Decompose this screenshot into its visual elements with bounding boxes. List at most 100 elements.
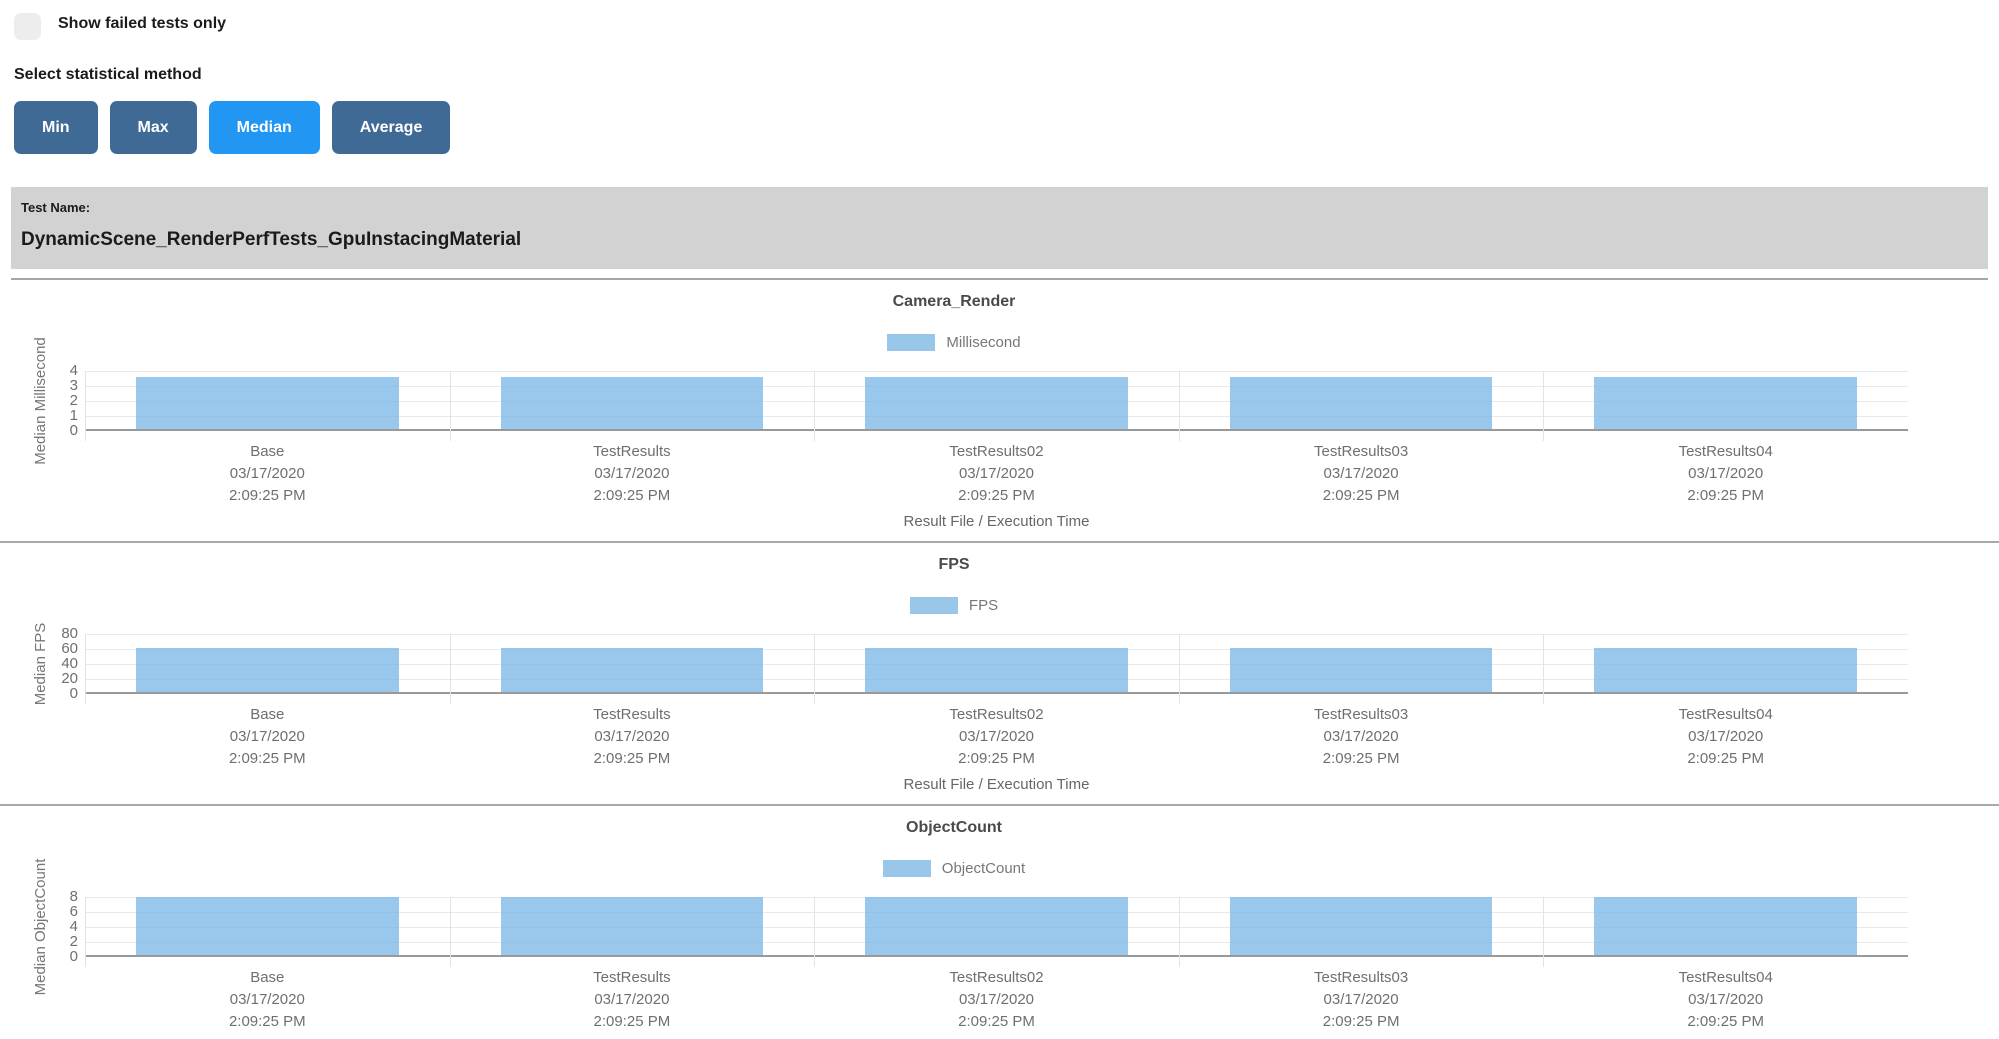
x-tick-line: TestResults bbox=[593, 706, 671, 723]
y-tick-label: 20 bbox=[61, 670, 78, 687]
legend-swatch-icon bbox=[909, 596, 958, 614]
chart-legend: Millisecond bbox=[0, 333, 1908, 351]
h-gridline bbox=[85, 634, 1908, 635]
y-tick-label: 40 bbox=[61, 655, 78, 672]
x-tick-line: 03/17/2020 bbox=[594, 728, 670, 745]
median-button[interactable]: Median bbox=[208, 101, 320, 154]
x-tick-line: 03/17/2020 bbox=[1688, 728, 1764, 745]
test-name-bar: Test Name: DynamicScene_RenderPerfTests_… bbox=[11, 187, 1988, 269]
x-tick-label: TestResults 03/17/2020 2:09:25 PM bbox=[593, 704, 671, 770]
bar-testresults04[interactable] bbox=[1594, 897, 1857, 955]
legend-label: Millisecond bbox=[946, 333, 1021, 351]
x-tick-line: TestResults bbox=[593, 443, 671, 460]
x-tick-line: 03/17/2020 bbox=[229, 728, 305, 745]
v-gridline bbox=[449, 371, 451, 441]
x-tick-line: 03/17/2020 bbox=[958, 465, 1035, 482]
x-tick-line: Base bbox=[250, 706, 285, 723]
x-tick-line: 2:09:25 PM bbox=[958, 1013, 1035, 1030]
y-tick-label: 80 bbox=[61, 625, 78, 642]
x-tick-line: 03/17/2020 bbox=[229, 991, 305, 1008]
min-button[interactable]: Min bbox=[14, 101, 98, 154]
bar-testresults[interactable] bbox=[500, 647, 764, 692]
x-tick-label: TestResults04 03/17/2020 2:09:25 PM bbox=[1679, 704, 1773, 770]
bar-testresults03[interactable] bbox=[1229, 647, 1493, 692]
x-tick-line: 03/17/2020 bbox=[1323, 728, 1399, 745]
y-tick-label: 1 bbox=[69, 407, 78, 424]
bar-testresults04[interactable] bbox=[1594, 647, 1857, 692]
v-gridline bbox=[1543, 371, 1545, 441]
bar-testresults03[interactable] bbox=[1229, 897, 1493, 955]
x-tick-label: Base 03/17/2020 2:09:25 PM bbox=[229, 967, 306, 1033]
x-tick-label: TestResults03 03/17/2020 2:09:25 PM bbox=[1314, 704, 1408, 770]
max-button[interactable]: Max bbox=[109, 101, 197, 154]
x-axis-caption: Result File / Execution Time bbox=[903, 513, 1090, 530]
x-axis-caption: Result File / Execution Time bbox=[903, 776, 1090, 793]
bar-testresults[interactable] bbox=[500, 376, 764, 429]
plot-area bbox=[85, 634, 1908, 704]
bar-base[interactable] bbox=[136, 376, 399, 429]
bar-base[interactable] bbox=[136, 647, 399, 692]
test-name-value: DynamicScene_RenderPerfTests_GpuInstacin… bbox=[21, 229, 522, 250]
x-tick-line: 03/17/2020 bbox=[958, 991, 1035, 1008]
chart-section-objectcount: ObjectCount ObjectCount Median ObjectCount… bbox=[0, 806, 1999, 1039]
x-tick-line: TestResults bbox=[593, 969, 671, 986]
x-tick-line: TestResults04 bbox=[1678, 969, 1773, 986]
stat-method-label: Select statistical method bbox=[14, 66, 202, 83]
v-gridline bbox=[1543, 897, 1545, 967]
show-failed-label: Show failed tests only bbox=[58, 15, 227, 32]
v-gridline bbox=[85, 371, 86, 441]
plot-wrap: Median ObjectCount 0 2 4 6 8 Base 03/17/2020 2:0… bbox=[0, 859, 1999, 1039]
x-tick-line: 2:09:25 PM bbox=[593, 1013, 671, 1030]
x-tick-label: Base 03/17/2020 2:09:25 PM bbox=[229, 704, 306, 770]
x-tick-line: 03/17/2020 bbox=[229, 465, 305, 482]
v-gridline bbox=[1178, 634, 1180, 704]
chart-legend: ObjectCount bbox=[0, 859, 1908, 877]
x-tick-line: 2:09:25 PM bbox=[1687, 487, 1765, 504]
y-tick-label: 2 bbox=[69, 933, 78, 950]
controls-panel: Show failed tests only Select statistica… bbox=[0, 0, 1999, 154]
x-tick-line: 2:09:25 PM bbox=[593, 487, 671, 504]
x-tick-line: TestResults04 bbox=[1678, 706, 1773, 723]
bar-testresults02[interactable] bbox=[865, 376, 1128, 429]
x-tick-line: 2:09:25 PM bbox=[958, 750, 1035, 767]
bar-testresults[interactable] bbox=[500, 897, 764, 955]
test-name-caption: Test Name: bbox=[21, 200, 91, 215]
bar-testresults02[interactable] bbox=[865, 897, 1128, 955]
x-tick-label: TestResults 03/17/2020 2:09:25 PM bbox=[593, 967, 671, 1033]
x-tick-label: Base 03/17/2020 2:09:25 PM bbox=[229, 441, 306, 507]
separator bbox=[11, 278, 1988, 280]
x-tick-label: TestResults04 03/17/2020 2:09:25 PM bbox=[1679, 441, 1773, 507]
v-gridline bbox=[814, 897, 816, 967]
bar-testresults02[interactable] bbox=[865, 647, 1128, 692]
x-tick-line: Base bbox=[250, 969, 285, 986]
legend-swatch-icon bbox=[887, 333, 936, 351]
x-tick-line: TestResults02 bbox=[949, 706, 1044, 723]
plot-area bbox=[85, 371, 1908, 441]
bar-testresults04[interactable] bbox=[1594, 376, 1857, 429]
bar-testresults03[interactable] bbox=[1229, 376, 1493, 429]
bar-base[interactable] bbox=[136, 897, 399, 955]
x-tick-label: TestResults03 03/17/2020 2:09:25 PM bbox=[1314, 967, 1408, 1033]
v-gridline bbox=[1178, 897, 1180, 967]
plot-area bbox=[85, 897, 1908, 967]
plot-wrap: Median Millisecond 0 1 2 3 4 Base 03/17/2020 2:0… bbox=[0, 337, 1999, 541]
average-button[interactable]: Average bbox=[331, 101, 451, 154]
v-gridline bbox=[85, 897, 86, 967]
x-tick-line: 2:09:25 PM bbox=[1322, 1013, 1400, 1030]
x-tick-line: 03/17/2020 bbox=[1688, 465, 1764, 482]
x-tick-line: 2:09:25 PM bbox=[228, 1013, 306, 1030]
x-tick-line: TestResults03 bbox=[1313, 443, 1409, 460]
x-tick-line: 03/17/2020 bbox=[958, 728, 1035, 745]
y-tick-label: 3 bbox=[69, 377, 78, 394]
chart-title: FPS bbox=[938, 556, 970, 573]
y-tick-label: 2 bbox=[69, 392, 78, 409]
h-gridline bbox=[85, 371, 1908, 372]
show-failed-checkbox[interactable] bbox=[14, 13, 41, 40]
x-tick-line: 2:09:25 PM bbox=[1322, 750, 1400, 767]
y-tick-label: 8 bbox=[69, 888, 78, 905]
x-tick-line: 2:09:25 PM bbox=[1687, 1013, 1765, 1030]
y-tick-label: 0 bbox=[69, 422, 78, 439]
v-gridline bbox=[814, 634, 816, 704]
legend-swatch-icon bbox=[882, 859, 931, 877]
x-tick-line: 03/17/2020 bbox=[594, 465, 670, 482]
